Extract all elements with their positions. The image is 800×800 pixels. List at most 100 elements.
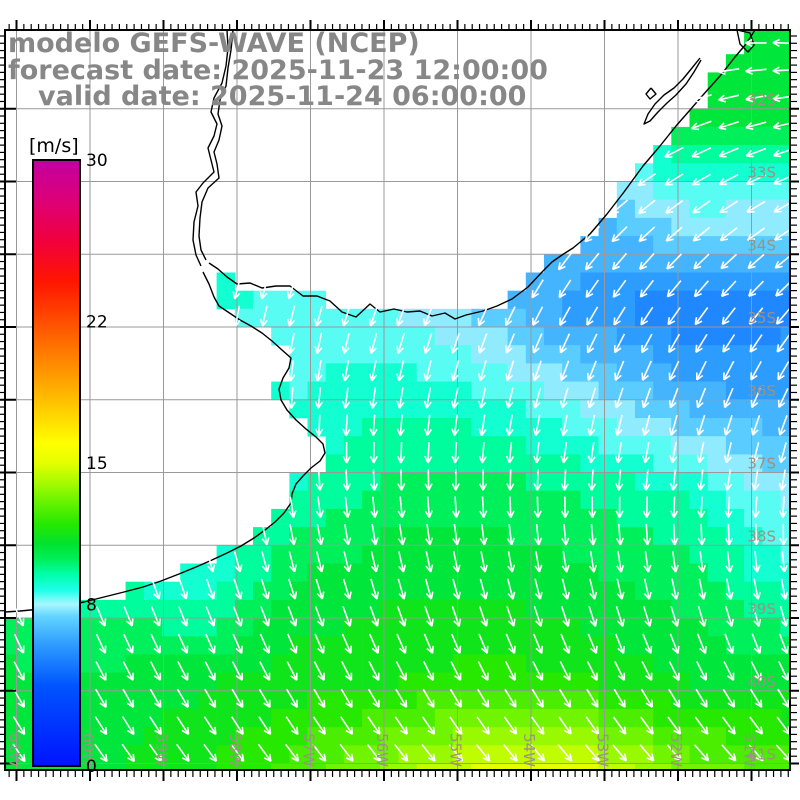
field-cell [398,436,418,455]
field-cell [380,636,399,655]
wind-arrow [150,606,161,627]
wind-arrow [698,578,707,600]
field-cell [453,618,472,637]
field-cell [5,709,17,728]
field-cell [544,363,563,382]
wind-arrow [723,414,733,436]
field-cell [580,709,599,728]
field-cell [107,709,127,728]
field-cell [471,709,490,728]
field-cell [489,727,508,746]
field-cell [562,254,581,273]
field-cell [107,690,127,710]
field-cell [271,709,290,728]
field-cell [107,727,127,746]
field-cell [616,399,636,419]
field-cell [616,254,636,273]
field-cell [489,672,508,692]
wind-arrow [341,305,351,327]
field-cell [107,763,127,771]
field-cell [434,709,454,728]
field-cell [325,727,345,746]
field-cell [580,418,599,437]
field-cell [544,272,563,292]
field-cell [707,399,727,419]
field-cell [689,745,709,764]
field-cell [5,672,17,692]
field-cell [398,745,418,764]
wind-arrow [95,661,107,681]
field-cell [289,618,308,637]
lat-label: 39S [747,600,776,618]
wind-arrow [642,633,653,654]
wind-arrow [722,688,736,708]
field-cell [780,618,791,637]
field-cell [453,399,472,419]
field-cell [544,763,563,771]
wind-arrow [724,469,733,491]
lagoon-islet [645,87,657,100]
wind-arrow [342,578,352,600]
wind-arrow [748,744,764,762]
field-cell [744,399,763,419]
field-cell [671,290,690,310]
field-cell [507,763,527,771]
field-cell [416,490,436,510]
wind-arrow [664,173,684,186]
wind-arrow [531,688,544,708]
wind-arrow [693,744,710,762]
field-cell [380,527,399,546]
field-cell [216,272,236,292]
wind-arrow [452,578,461,600]
field-cell [489,527,508,546]
wind-arrow [696,661,707,681]
field-cell [780,236,791,255]
wind-arrow [778,469,787,491]
wind-arrow [505,633,516,654]
field-cell [780,636,791,655]
field-cell [544,654,563,674]
field-cell [562,636,581,655]
wind-arrow [261,551,270,573]
wind-arrow [394,716,408,735]
wind-arrow [530,744,546,762]
wind-arrow [396,633,407,654]
wind-arrow [664,146,684,158]
field-cell [580,581,599,601]
field-cell [725,308,745,328]
field-cell [416,581,436,601]
wind-arrow [286,661,298,681]
field-cell [343,563,363,583]
field-cell [380,599,399,619]
field-cell [507,563,527,583]
wind-arrow [315,496,324,518]
wind-arrow [396,441,406,464]
field-cell [598,363,618,382]
field-cell [707,363,727,382]
field-cell [434,508,454,528]
wind-arrow [780,578,789,600]
lat-label: 34S [747,236,776,254]
field-cell [453,763,472,771]
wind-arrow [641,360,652,381]
wind-arrow [614,414,623,436]
field-cell [289,563,308,583]
wind-arrow [477,688,490,708]
map-frame [4,29,791,771]
wind-arrow [203,716,217,735]
wind-arrow [231,716,244,735]
field-cell [780,472,791,492]
lon-label: 52W [667,733,685,767]
field-cell [380,418,399,437]
field-cell [416,709,436,728]
field-cell [635,399,654,419]
field-cell [725,490,745,510]
wind-arrow [778,415,788,436]
wind-arrow [123,606,134,627]
field-cell [689,709,709,728]
field-cell [780,163,791,182]
wind-arrow [638,226,656,243]
wind-arrow [261,523,270,546]
field-cell [525,472,545,492]
wind-arrow [94,743,108,763]
